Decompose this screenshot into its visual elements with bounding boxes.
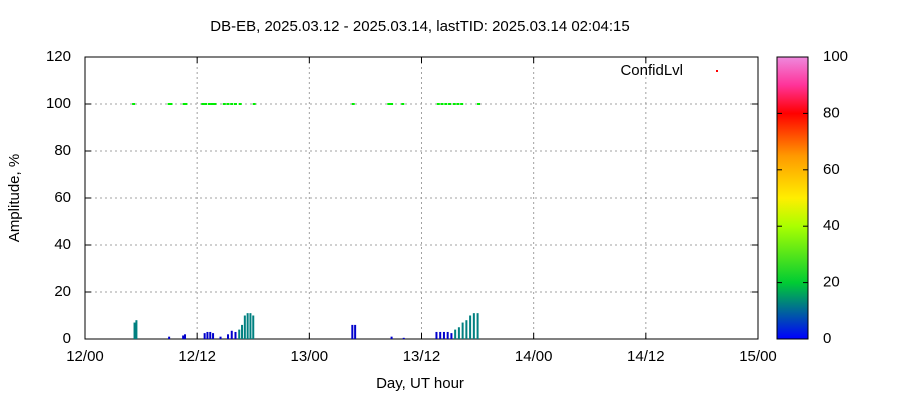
point (452, 103, 456, 105)
colorbar (776, 56, 809, 340)
bar (450, 333, 453, 339)
bar (230, 330, 233, 339)
point (132, 103, 136, 105)
point (182, 103, 186, 105)
point (440, 103, 444, 105)
bar (469, 315, 472, 339)
bar (203, 333, 206, 339)
point (233, 103, 237, 105)
point (444, 103, 448, 105)
y-tick-label: 100 (46, 95, 71, 112)
colorbar-tick-label: 20 (823, 274, 840, 291)
y-tick-label: 40 (54, 236, 71, 253)
legend-label: ConfidLvl (620, 62, 683, 79)
bar (476, 313, 479, 339)
x-tick-label: 13/12 (403, 348, 441, 365)
point (252, 103, 256, 105)
point (456, 103, 460, 105)
point (184, 103, 188, 105)
point (238, 103, 242, 105)
y-axis-label: Amplitude, % (6, 154, 23, 242)
bar (402, 337, 405, 339)
y-tick-label: 0 (63, 330, 71, 347)
bar (351, 324, 354, 339)
bar (209, 331, 212, 339)
bar (249, 313, 252, 339)
bar (212, 333, 215, 339)
bar (461, 322, 464, 339)
y-tick-label: 120 (46, 48, 71, 65)
point (230, 103, 234, 105)
bar (442, 331, 445, 339)
bar (246, 313, 249, 339)
bar (182, 335, 185, 339)
point (207, 103, 211, 105)
colorbar-tick-label: 40 (823, 217, 840, 234)
point (213, 103, 217, 105)
bar (227, 334, 230, 339)
bar (133, 322, 136, 339)
bar (439, 331, 442, 339)
bar (206, 331, 209, 339)
colorbar-tick-label: 80 (823, 104, 840, 121)
bar (354, 324, 357, 339)
x-tick-label: 14/12 (627, 348, 665, 365)
x-axis-label: Day, UT hour (376, 375, 464, 392)
point (210, 103, 214, 105)
bar (184, 334, 187, 339)
point (401, 103, 405, 105)
bar (241, 324, 244, 339)
bar (252, 315, 255, 339)
point (477, 103, 481, 105)
point (169, 103, 173, 105)
bar (472, 313, 475, 339)
colorbar-tick-label: 100 (823, 48, 848, 65)
y-tick-label: 20 (54, 283, 71, 300)
x-tick-label: 12/12 (178, 348, 216, 365)
colorbar-tick-label: 60 (823, 161, 840, 178)
bar (234, 331, 237, 339)
bar (168, 336, 171, 339)
x-tick-label: 13/00 (291, 348, 329, 365)
bar (135, 320, 138, 339)
x-tick-label: 12/00 (66, 348, 104, 365)
bar (435, 331, 438, 339)
bar (446, 331, 449, 339)
point (390, 103, 394, 105)
bar (465, 320, 468, 339)
point (460, 103, 464, 105)
point (222, 103, 226, 105)
bar (454, 329, 457, 339)
point (226, 103, 230, 105)
x-tick-label: 15/00 (739, 348, 777, 365)
x-tick-label: 14/00 (515, 348, 553, 365)
point (387, 103, 391, 105)
bar (243, 315, 246, 339)
colorbar-tick-label: 0 (823, 330, 831, 347)
y-tick-label: 60 (54, 189, 71, 206)
bar (390, 336, 393, 339)
bar (457, 327, 460, 339)
bar (238, 329, 241, 339)
bar (219, 336, 222, 339)
y-tick-label: 80 (54, 142, 71, 159)
plot-frame (84, 56, 759, 340)
point (448, 103, 452, 105)
point (201, 103, 205, 105)
chart-title: DB-EB, 2025.03.12 - 2025.03.14, lastTID:… (210, 18, 629, 35)
point (167, 103, 171, 105)
point (351, 103, 355, 105)
point (204, 103, 208, 105)
point (436, 103, 440, 105)
legend-marker (716, 70, 718, 72)
